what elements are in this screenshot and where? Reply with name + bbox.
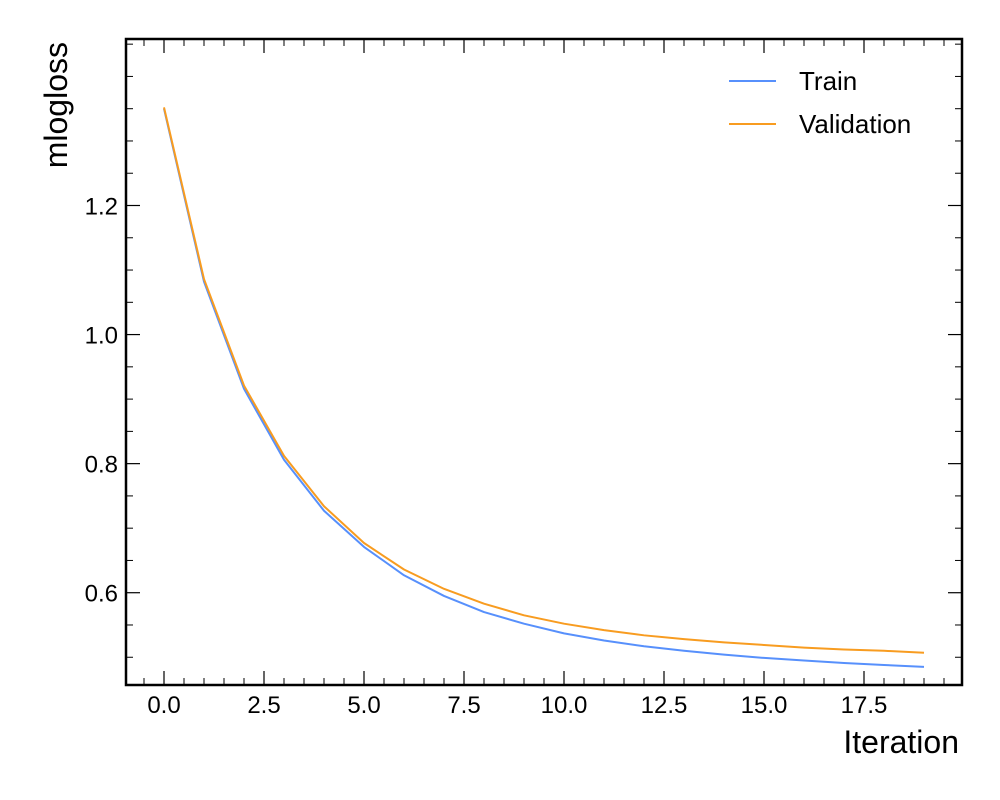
- x-tick-labels: 0.0 2.5 5.0 7.5 10.0 12.5 15.0 17.5: [147, 692, 887, 719]
- x-tick-label: 15.0: [741, 692, 788, 719]
- x-tick-label: 5.0: [347, 692, 380, 719]
- series-line-train: [163, 108, 925, 668]
- legend-label-validation: Validation: [799, 109, 911, 139]
- x-tick-label: 12.5: [641, 692, 688, 719]
- x-tick-label: 7.5: [447, 692, 480, 719]
- y-tick-labels: 0.6 0.8 1.0 1.2: [85, 194, 118, 608]
- y-axis-label: mlogloss: [38, 42, 74, 168]
- x-axis-label: Iteration: [843, 724, 959, 760]
- x-tick-label: 0.0: [147, 692, 180, 719]
- y-tick-label: 1.2: [85, 194, 118, 221]
- y-tick-label: 1.0: [85, 323, 118, 350]
- x-tick-label: 17.5: [841, 692, 888, 719]
- legend: Train Validation: [729, 66, 911, 139]
- y-tick-label: 0.6: [85, 581, 118, 608]
- y-tick-label: 0.8: [85, 452, 118, 479]
- series-line-validation: [163, 107, 925, 654]
- series-layer: [163, 107, 925, 668]
- x-tick-label: 10.0: [541, 692, 588, 719]
- legend-label-train: Train: [799, 66, 857, 96]
- plot-frame: [124, 37, 964, 687]
- major-ticks: [126, 39, 962, 685]
- x-tick-label: 2.5: [247, 692, 280, 719]
